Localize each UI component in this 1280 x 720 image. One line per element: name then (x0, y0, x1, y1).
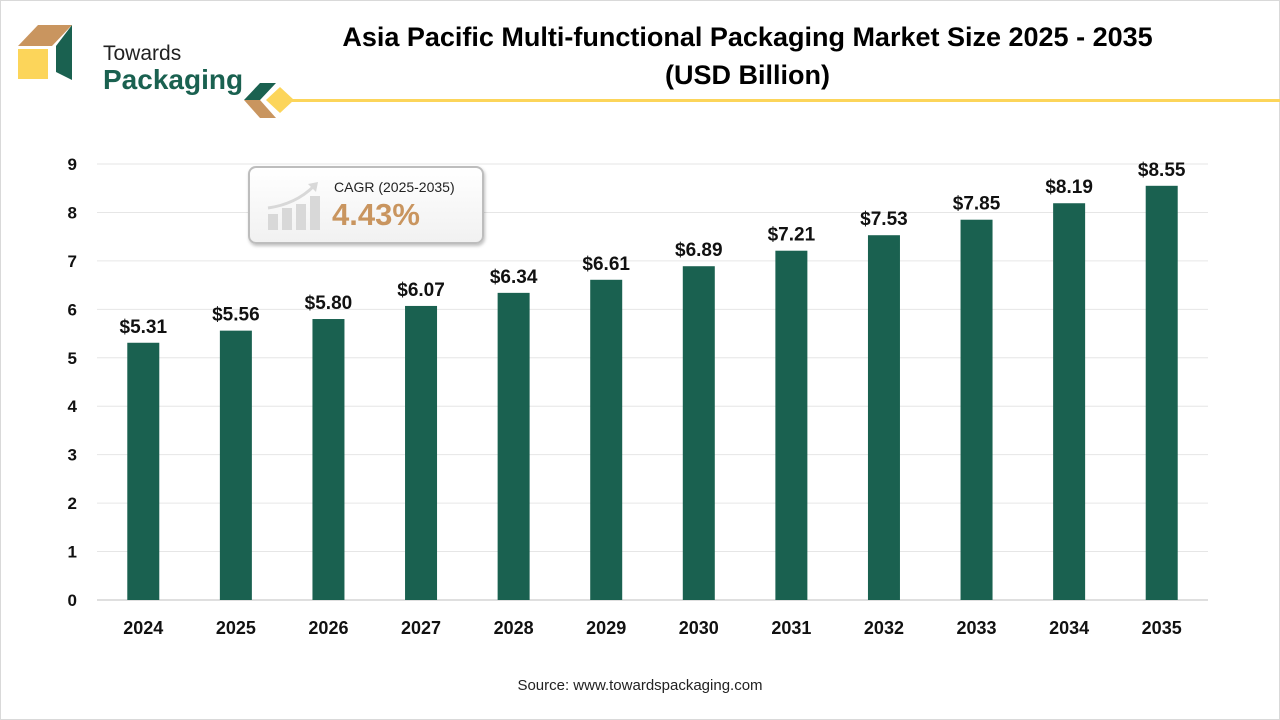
title-underline-decoration (244, 83, 1280, 118)
y-tick-label: 5 (68, 349, 77, 368)
data-label-2031: $7.21 (768, 225, 816, 246)
y-tick-label: 3 (68, 446, 77, 465)
bar-2035 (1145, 185, 1178, 601)
x-tick-label: 2029 (586, 618, 626, 638)
x-tick-label: 2024 (123, 618, 163, 638)
brand-line1: Towards (103, 42, 182, 65)
cagr-value: 4.43% (332, 197, 420, 232)
data-label-2028: $6.34 (490, 267, 538, 288)
x-tick-label: 2026 (308, 618, 348, 638)
data-label-2024: $5.31 (120, 317, 168, 338)
x-tick-label: 2028 (494, 618, 534, 638)
y-tick-label: 9 (68, 155, 77, 174)
bar-2027 (405, 305, 438, 600)
x-tick-label: 2035 (1142, 618, 1182, 638)
bar-2032 (867, 235, 900, 601)
bar-2033 (960, 219, 993, 600)
bar-2034 (1053, 203, 1086, 601)
bar-2029 (590, 279, 623, 600)
title-line-2: (USD Billion) (665, 60, 830, 90)
x-tick-label: 2025 (216, 618, 256, 638)
data-label-2025: $5.56 (212, 305, 260, 326)
title-line-1: Asia Pacific Multi-functional Packaging … (342, 22, 1153, 52)
brand-line2: Packaging (103, 64, 244, 95)
bar-2030 (682, 266, 715, 600)
x-tick-label: 2030 (679, 618, 719, 638)
x-tick-label: 2034 (1049, 618, 1089, 638)
data-label-2034: $8.19 (1045, 177, 1093, 198)
x-tick-label: 2033 (957, 618, 997, 638)
data-label-2027: $6.07 (397, 280, 445, 301)
bar-2026 (312, 319, 345, 600)
cagr-box: CAGR (2025-2035) 4.43% (248, 166, 484, 244)
y-tick-label: 4 (68, 397, 78, 416)
x-tick-label: 2027 (401, 618, 441, 638)
data-label-2032: $7.53 (860, 209, 908, 230)
data-label-2030: $6.89 (675, 240, 723, 261)
source-note: Source: www.towardspackaging.com (517, 677, 763, 694)
box-logo-icon (18, 25, 72, 80)
data-label-2026: $5.80 (305, 293, 353, 314)
y-tick-label: 0 (68, 591, 77, 610)
data-label-2033: $7.85 (953, 194, 1001, 215)
growth-chart-icon (267, 182, 320, 230)
y-tick-label: 8 (68, 203, 77, 222)
x-tick-label: 2031 (771, 618, 811, 638)
bar-2024 (127, 342, 160, 600)
data-label-2029: $6.61 (582, 254, 630, 275)
y-tick-label: 7 (68, 252, 77, 271)
y-tick-label: 6 (68, 300, 77, 319)
bar-2025 (219, 330, 252, 600)
data-label-2035: $8.55 (1138, 160, 1186, 181)
bar-2028 (497, 292, 530, 600)
y-tick-label: 1 (68, 543, 77, 562)
chart-title: Asia Pacific Multi-functional Packaging … (280, 18, 1215, 94)
bar-2031 (775, 250, 808, 600)
cagr-label: CAGR (2025-2035) (334, 179, 455, 195)
x-tick-label: 2032 (864, 618, 904, 638)
y-tick-label: 2 (68, 494, 77, 513)
brand-logo: Towards Packaging (18, 22, 243, 95)
